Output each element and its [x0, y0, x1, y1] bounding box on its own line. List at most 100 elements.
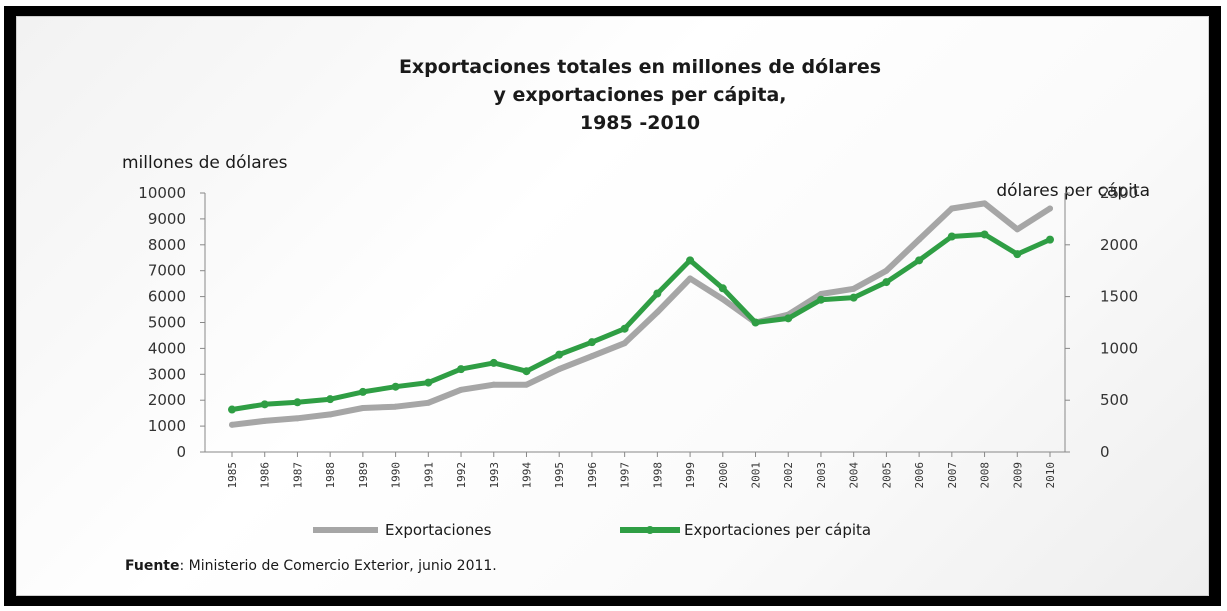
left-tick-label: 10000: [138, 184, 186, 202]
point-per-capita: [555, 350, 564, 359]
point-exportaciones: [948, 205, 955, 212]
point-exportaciones: [883, 267, 890, 274]
point-per-capita: [915, 256, 924, 265]
left-axis-ticks: 0 1000 2000 3000 4000 5000 6000 7000 8000 9000 100…: [138, 184, 205, 461]
legend: Exportaciones Exportaciones per cápita: [313, 521, 871, 539]
x-tick-label: 1996: [586, 462, 599, 489]
point-per-capita: [489, 358, 498, 367]
x-tick-label: 2005: [880, 462, 893, 489]
legend-label-exportaciones: Exportaciones: [385, 521, 492, 539]
point-exportaciones: [654, 309, 661, 316]
point-exportaciones: [916, 236, 923, 243]
right-tick-label: 0: [1100, 443, 1110, 461]
point-per-capita: [228, 405, 236, 414]
source-label: Fuente: [125, 558, 179, 574]
point-per-capita: [816, 295, 825, 304]
point-per-capita: [260, 400, 269, 409]
right-tick-label: 2000: [1100, 236, 1138, 254]
x-tick-label: 1989: [357, 462, 370, 489]
x-tick-label: 1995: [553, 462, 566, 489]
point-per-capita: [653, 289, 662, 298]
point-per-capita: [947, 232, 956, 241]
point-per-capita: [424, 378, 433, 387]
point-per-capita: [293, 398, 302, 407]
point-exportaciones: [523, 381, 530, 388]
x-tick-label: 2004: [848, 462, 861, 489]
x-tick-label: 1990: [390, 462, 403, 489]
x-tick-label: 2006: [913, 462, 926, 489]
source-note: Fuente: Ministerio de Comercio Exterior,…: [125, 558, 497, 574]
image-frame: [4, 6, 1221, 606]
chart-title-line-1: Exportaciones totales en millones de dól…: [399, 56, 881, 78]
point-exportaciones: [1014, 226, 1021, 233]
legend-label-per-capita: Exportaciones per cápita: [684, 521, 871, 539]
x-tick-label: 2010: [1044, 462, 1057, 489]
point-per-capita: [587, 338, 596, 347]
legend-marker-per-capita: [646, 526, 654, 534]
point-per-capita: [620, 324, 629, 333]
left-tick-label: 2000: [148, 391, 186, 409]
point-exportaciones: [687, 275, 694, 282]
point-exportaciones: [588, 353, 595, 360]
x-tick-label: 2001: [750, 462, 763, 489]
right-axis-ticks: 0 500 1000 1500 2000 2500: [1065, 184, 1138, 461]
x-tick-label: 1998: [651, 462, 664, 489]
point-exportaciones: [294, 415, 301, 422]
x-tick-label: 1993: [488, 462, 501, 489]
x-tick-label: 2003: [815, 462, 828, 489]
right-tick-label: 2500: [1100, 184, 1138, 202]
point-exportaciones: [327, 411, 334, 418]
point-exportaciones: [425, 399, 432, 406]
x-tick-label: 1991: [422, 462, 435, 489]
x-tick-label: 1997: [619, 462, 632, 489]
x-tick-label: 2002: [782, 462, 795, 489]
right-tick-label: 1500: [1100, 288, 1138, 306]
point-per-capita: [718, 284, 727, 293]
point-exportaciones: [556, 366, 563, 373]
x-axis-ticks: 1985 1986 1987 1988 1989 1990 1991 1992 1993 1994…: [226, 452, 1057, 489]
point-per-capita: [457, 365, 466, 374]
point-per-capita: [522, 367, 531, 376]
chart-panel: [16, 16, 1209, 596]
point-exportaciones: [229, 421, 235, 428]
x-tick-label: 2009: [1011, 462, 1024, 489]
x-tick-label: 1987: [291, 462, 304, 489]
point-exportaciones: [850, 285, 857, 292]
point-exportaciones: [719, 296, 726, 303]
x-tick-label: 1994: [520, 462, 533, 489]
source-text: : Ministerio de Comercio Exterior, junio…: [179, 558, 496, 574]
point-per-capita: [784, 314, 793, 323]
left-tick-label: 0: [176, 443, 186, 461]
point-exportaciones: [490, 381, 497, 388]
point-exportaciones: [621, 340, 628, 347]
left-tick-label: 9000: [148, 210, 186, 228]
x-tick-label: 1999: [684, 462, 697, 489]
chart-title-line-3: 1985 -2010: [580, 112, 700, 134]
x-tick-label: 2008: [979, 462, 992, 489]
point-per-capita: [849, 293, 858, 302]
point-per-capita: [1013, 250, 1022, 259]
x-tick-label: 2000: [717, 462, 730, 489]
point-exportaciones: [1047, 205, 1053, 212]
left-tick-label: 1000: [148, 417, 186, 435]
right-tick-label: 500: [1100, 391, 1129, 409]
x-tick-label: 1985: [226, 462, 239, 489]
point-exportaciones: [359, 404, 366, 411]
point-per-capita: [980, 230, 989, 239]
left-tick-label: 3000: [148, 365, 186, 383]
left-tick-label: 5000: [148, 314, 186, 332]
point-exportaciones: [817, 291, 824, 298]
point-per-capita: [686, 256, 695, 265]
left-tick-label: 8000: [148, 236, 186, 254]
series-line-per-capita: [229, 231, 1053, 412]
left-axis-label: millones de dólares: [122, 153, 288, 173]
point-exportaciones: [261, 417, 268, 424]
point-exportaciones: [458, 386, 465, 393]
point-per-capita: [358, 387, 367, 396]
right-axis-label: dólares per cápita: [996, 181, 1150, 201]
x-tick-label: 2007: [946, 462, 959, 489]
series-line-exportaciones: [229, 200, 1053, 428]
point-per-capita: [326, 395, 335, 404]
point-exportaciones: [981, 200, 988, 207]
right-tick-label: 1000: [1100, 339, 1138, 357]
